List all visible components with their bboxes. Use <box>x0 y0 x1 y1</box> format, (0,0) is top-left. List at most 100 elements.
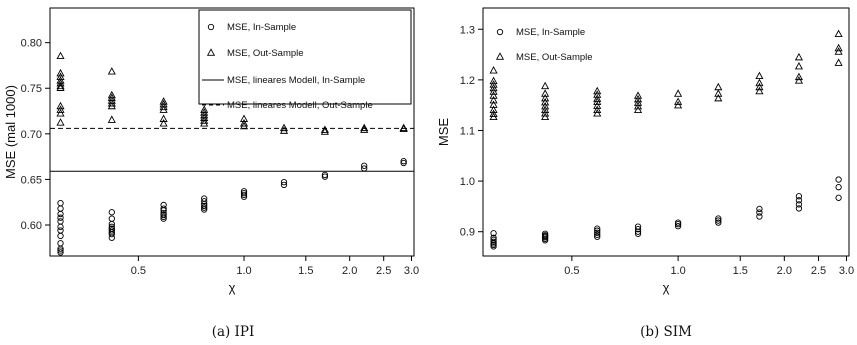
data-point-triangle <box>633 98 643 106</box>
data-point-circle <box>634 230 642 237</box>
y-tick-label: 0.65 <box>21 174 42 186</box>
data-point-triangle <box>200 119 209 127</box>
data-point-triangle <box>714 89 723 97</box>
data-point-circle <box>57 245 64 252</box>
data-point-triangle <box>489 76 498 85</box>
data-point-circle <box>835 194 842 201</box>
data-point-triangle <box>633 91 643 99</box>
data-point-circle <box>201 206 208 213</box>
data-point-triangle <box>56 105 65 113</box>
data-point-triangle <box>794 61 803 70</box>
data-point-triangle <box>541 97 550 106</box>
data-point-triangle <box>834 29 843 38</box>
data-point-circle <box>160 205 167 212</box>
data-point-triangle <box>56 101 65 110</box>
legend: MSE, In-Sample MSE, Out-Sample <box>495 27 593 63</box>
data-point-triangle <box>834 58 843 66</box>
data-point-triangle <box>200 116 209 124</box>
data-point-circle <box>57 214 64 221</box>
data-point-circle <box>594 227 601 234</box>
data-point-triangle <box>239 114 249 122</box>
data-point-triangle <box>541 109 550 117</box>
data-point-triangle <box>56 118 65 126</box>
legend: MSE, In-Sample MSE, Out-Sample MSE, linear… <box>198 9 412 111</box>
plot-frame <box>49 7 415 257</box>
data-point-circle <box>57 210 64 218</box>
data-point-circle <box>756 213 763 220</box>
data-point-circle <box>490 243 497 250</box>
legend-label: MSE, Out-Sample <box>227 48 304 59</box>
data-point-triangle <box>489 100 498 108</box>
data-point-circle <box>240 191 248 199</box>
x-tick-label: 1.0 <box>670 265 685 277</box>
data-point-triangle <box>279 123 289 132</box>
data-point-circle <box>240 189 248 197</box>
y-axis-title: MSE (mal 1000) <box>3 85 18 179</box>
series-out-sample <box>56 51 408 135</box>
data-point-triangle <box>593 86 602 95</box>
data-point-triangle <box>239 121 249 130</box>
data-point-circle <box>201 204 208 211</box>
data-point-circle <box>715 219 722 226</box>
data-point-circle <box>201 198 208 205</box>
data-point-circle <box>321 171 329 179</box>
data-point-triangle <box>239 119 249 127</box>
data-point-triangle <box>489 87 498 95</box>
x-tick-label: 2.0 <box>342 265 357 277</box>
data-point-circle <box>160 207 167 214</box>
x-tick-label: 1.5 <box>733 265 748 277</box>
data-point-circle <box>108 215 115 222</box>
data-point-circle <box>108 220 115 228</box>
data-point-triangle <box>489 80 498 88</box>
data-point-triangle <box>714 82 723 91</box>
x-tick-label: 3.0 <box>404 265 419 277</box>
x-tick-label: 3.0 <box>839 265 854 277</box>
data-point-circle <box>108 209 115 216</box>
data-point-triangle <box>320 125 329 133</box>
data-point-circle <box>756 205 763 213</box>
x-tick-label: 1.0 <box>236 265 251 277</box>
data-point-triangle <box>834 47 843 55</box>
data-point-circle <box>108 234 115 241</box>
legend-label: MSE, lineares Modell, Out-Sample <box>227 100 373 111</box>
data-point-triangle <box>56 68 65 77</box>
data-point-triangle <box>755 78 764 87</box>
data-point-triangle <box>489 91 498 99</box>
data-point-triangle <box>541 112 550 121</box>
data-point-circle <box>674 220 682 228</box>
y-tick-label: 1.3 <box>460 24 475 36</box>
data-point-triangle <box>489 109 498 118</box>
data-point-circle <box>835 184 842 191</box>
data-point-triangle <box>489 112 498 121</box>
plot-frame <box>482 7 850 257</box>
chart-panel-2: 0.5 1.0 1.5 2.0 2.5 3.0 0.9 1.0 1.1 1.2 1.3 χ MSE MSE… <box>436 7 854 340</box>
y-tick-label: 0.9 <box>460 227 475 239</box>
data-point-circle <box>756 209 763 216</box>
data-point-triangle <box>593 94 602 102</box>
data-point-circle <box>57 232 64 240</box>
data-point-circle <box>594 231 601 238</box>
x-tick-label: 2.0 <box>777 265 792 277</box>
data-point-triangle <box>794 52 803 61</box>
data-point-triangle <box>107 98 116 107</box>
legend-box <box>198 9 412 105</box>
data-point-triangle <box>714 93 723 102</box>
data-point-triangle <box>107 101 116 110</box>
data-point-circle <box>57 199 64 207</box>
data-point-circle <box>795 205 803 212</box>
data-point-triangle <box>674 97 683 105</box>
data-point-circle <box>108 227 115 234</box>
data-point-circle <box>400 158 407 165</box>
data-point-circle <box>57 227 64 234</box>
data-point-triangle <box>159 114 168 122</box>
data-point-triangle <box>593 97 602 105</box>
data-point-triangle <box>399 124 408 132</box>
data-point-triangle <box>360 123 369 132</box>
data-point-triangle <box>755 86 764 95</box>
data-point-triangle <box>541 93 550 102</box>
data-point-triangle <box>360 125 369 133</box>
data-point-triangle <box>755 82 764 91</box>
legend-label: MSE, In-Sample <box>227 22 296 33</box>
data-point-triangle <box>541 81 550 90</box>
data-point-triangle <box>320 127 329 135</box>
